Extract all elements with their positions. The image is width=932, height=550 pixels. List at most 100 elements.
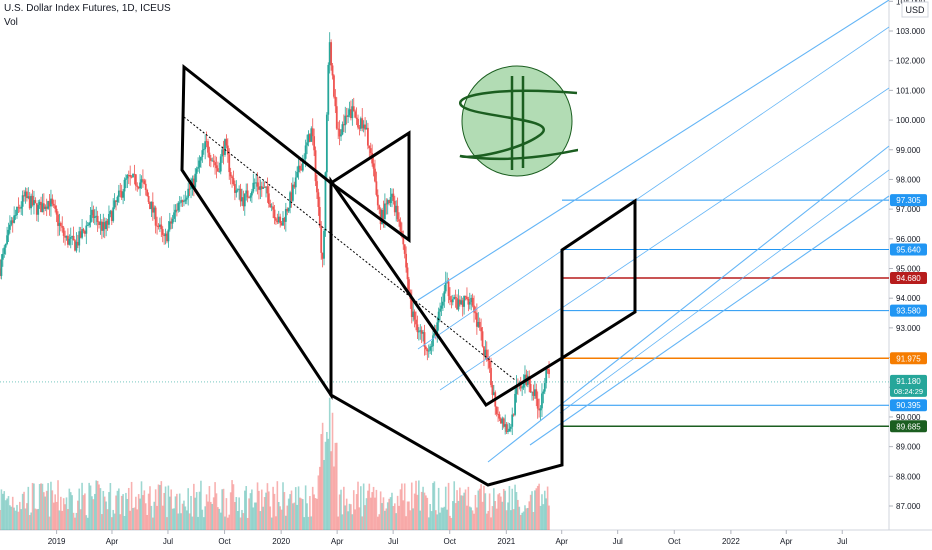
volume-bar [536,485,539,530]
candle-body [347,115,349,117]
candle-body [450,300,453,303]
fib-diagonal-line [439,87,890,391]
candle-body [376,194,379,206]
candle-body [209,158,212,161]
candle-body [147,196,150,202]
candle-body [481,331,484,347]
candle-body [258,186,260,190]
candle-body [41,203,44,213]
volume-bar [488,493,491,530]
volume-bar [443,506,446,530]
candle-body [122,191,125,198]
candle-body [504,424,507,427]
candle-body [545,369,548,384]
candle-body [233,184,236,193]
volume-bar [504,490,506,530]
volume-bar [79,509,82,530]
candle-body [306,142,308,146]
volume-bar [321,422,324,530]
volume-bar [459,487,461,530]
fib-diagonal-line [417,0,890,301]
time-axis[interactable]: 2019 Apr Jul Oct 2020 Apr Jul Oct 2021 Apr Jul Oct 2… [48,530,848,546]
volume-bar [106,509,109,530]
volume-bar [393,503,396,530]
volume-bar [490,517,492,530]
grid [0,0,932,531]
volume-bar [2,493,4,530]
candle-body [178,202,181,204]
candle-body [313,136,316,151]
candle-body [388,200,391,204]
volume-bar [207,501,209,530]
volume-label: Vol [4,17,18,28]
volume-bar [224,516,226,530]
candle-body [330,42,333,66]
candle-body [444,281,447,292]
volume-bar [120,495,123,530]
candle-body [157,226,160,228]
candle-body [132,173,134,178]
candle-body [501,418,504,424]
candle-body [140,179,143,183]
candle-body [198,160,201,168]
candle-body [463,295,466,307]
candle-body [187,188,190,198]
candle-body [164,233,167,237]
volume-bar [265,492,267,530]
volume-bar [360,486,362,530]
volume-bar [491,506,494,530]
candle-body [430,346,433,348]
y-tick-label: 95.000 [896,265,921,274]
candle-body [314,150,317,182]
candle-body [150,201,153,210]
candle-body [110,211,113,221]
candle-body [318,206,321,226]
candle-body [412,311,415,318]
volume-bar [160,481,163,530]
candle-body [224,139,226,155]
dollar-icon [458,65,579,177]
volume-bar [377,516,379,530]
candle-body [173,212,175,219]
candle-body [294,177,297,188]
volume-bar [401,483,403,530]
y-tick-label: 94.000 [896,294,921,303]
volume-bar [45,490,48,530]
candle-body [82,229,85,232]
volume-bar [163,492,165,530]
volume-bar [280,509,283,530]
candle-body [270,206,273,208]
candle-body [160,224,163,230]
candle-body [106,220,109,225]
volume-bar [222,488,225,530]
candle-body [246,190,249,198]
volume-bar [369,497,372,530]
volume-bar [480,484,482,530]
candle-body [228,154,231,173]
candle-body [191,178,194,186]
candle-body [78,231,81,246]
candle-body [515,385,518,394]
candle-body [297,165,300,173]
volume-bar [48,516,51,530]
volume-bar [416,494,419,530]
candle-body [502,418,505,427]
candle-body [416,324,419,333]
candle-body [290,192,293,201]
volume-bar [241,509,243,530]
volume-bar [311,486,314,530]
candle-body [249,195,252,198]
price-tag-blue [890,304,927,317]
candle-body [425,346,427,350]
volume-bar [58,510,61,530]
volume-bar [355,494,358,530]
volume-bar [335,442,338,530]
candle-body [417,331,420,333]
volume-bar [146,514,148,530]
volume-bar [116,490,119,530]
volume-bar [20,509,23,530]
volume-bar [110,517,113,530]
volume-bar [485,513,488,530]
x-tick-label: 2019 [48,537,66,546]
